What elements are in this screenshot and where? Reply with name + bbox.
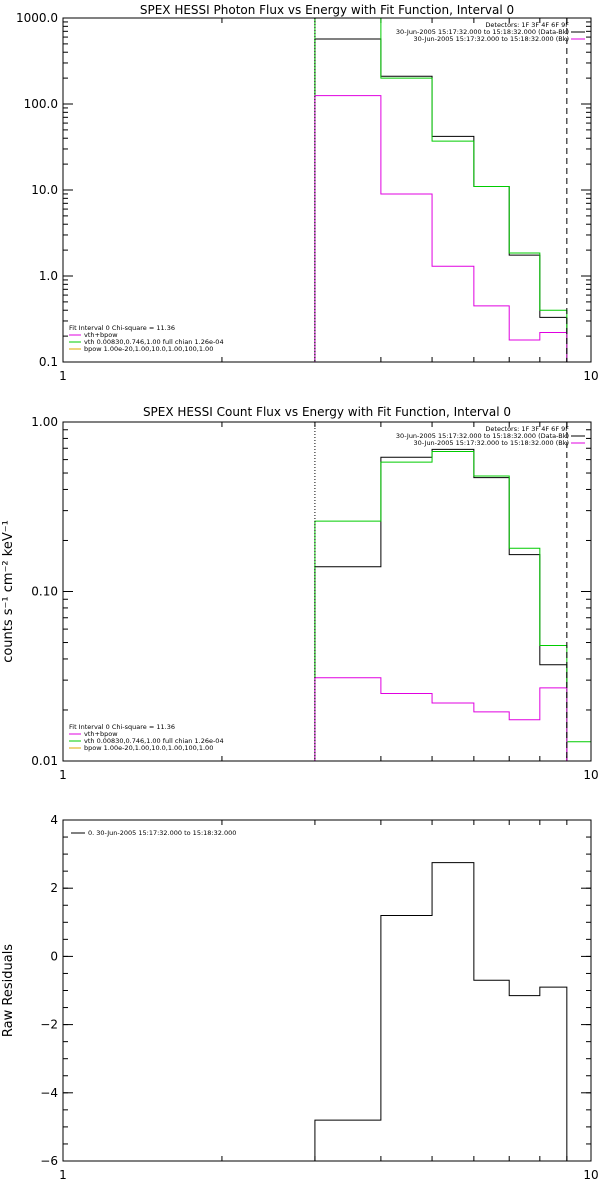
plot-area bbox=[314, 18, 568, 362]
x-tick-label: 10 bbox=[583, 768, 598, 782]
plot-area bbox=[314, 448, 591, 761]
x-tick-label: 1 bbox=[59, 369, 67, 383]
series-line-3 bbox=[314, 677, 568, 761]
legend-entry-label: vth 0.00830,0.746,1.00 full chian 1.26e-… bbox=[84, 737, 224, 745]
legend-header: Detectors: 1F 3F 4F 6F 9F bbox=[485, 425, 569, 433]
legend-header: Fit Interval 0 Chi-square = 11.36 bbox=[69, 324, 175, 332]
y-tick-label: 2 bbox=[50, 881, 58, 895]
legend-entry-label: bpow 1.00e-20,1.00,10.0,1.00,100,1.00 bbox=[84, 744, 213, 752]
series-line-2 bbox=[314, 450, 591, 761]
plot-frame bbox=[62, 819, 592, 1162]
y-tick-label: 10.0 bbox=[31, 183, 58, 197]
legend-header: Fit Interval 0 Chi-square = 11.36 bbox=[69, 723, 175, 731]
y-tick-label: 0 bbox=[50, 949, 58, 963]
x-tick-label: 10 bbox=[583, 369, 598, 383]
x-tick-label: 1 bbox=[59, 768, 67, 782]
legend-entry-label: vth+bpow bbox=[84, 331, 118, 339]
legend-entry-label: 30-Jun-2005 15:17:32.000 to 15:18:32.000… bbox=[396, 432, 569, 440]
y-tick-label: 1.00 bbox=[31, 415, 58, 429]
y-tick-label: 0.01 bbox=[31, 754, 58, 768]
series-line-1 bbox=[314, 448, 568, 761]
y-tick-label: −4 bbox=[40, 1086, 58, 1100]
legend-entry-label: vth 0.00830,0.746,1.00 full chian 1.26e-… bbox=[84, 338, 224, 346]
legend-entry-label: 30-Jun-2005 15:17:32.000 to 15:18:32.000… bbox=[396, 28, 569, 36]
y-tick-label: 100.0 bbox=[24, 97, 58, 111]
y-tick-label: 0.1 bbox=[39, 355, 58, 369]
plot-area bbox=[314, 862, 568, 1161]
y-tick-label: −6 bbox=[40, 1154, 58, 1168]
chart-panel-3: Raw Residuals 1 10 −6 −4 −2 0 2 4 0. 30-Jun-2005 … bbox=[1, 813, 599, 1182]
chart-panel-1: SPEX HESSI Photon Flux vs Energy with Fi… bbox=[16, 3, 599, 383]
legend-entry-label: 30-Jun-2005 15:17:32.000 to 15:18:32.000… bbox=[414, 35, 569, 43]
chart-title: SPEX HESSI Photon Flux vs Energy with Fi… bbox=[140, 3, 514, 17]
legend-entry-label: 0. 30-Jun-2005 15:17:32.000 to 15:18:32.… bbox=[88, 829, 236, 837]
y-tick-label: 1000.0 bbox=[16, 11, 58, 25]
series-line-3 bbox=[314, 95, 568, 362]
y-tick-label: 0.10 bbox=[31, 585, 58, 599]
y-axis-label: Raw Residuals bbox=[1, 944, 16, 1037]
plot-frame bbox=[62, 17, 592, 363]
x-tick-label: 1 bbox=[59, 1168, 67, 1182]
series-line-2 bbox=[314, 18, 568, 362]
chart-title: SPEX HESSI Count Flux vs Energy with Fit… bbox=[143, 405, 511, 419]
series-line-1 bbox=[314, 38, 568, 362]
legend-header: Detectors: 1F 3F 4F 6F 9F bbox=[485, 21, 569, 29]
plot-frame bbox=[62, 421, 592, 762]
x-tick-label: 10 bbox=[583, 1168, 598, 1182]
y-axis-label: counts s⁻¹ cm⁻² keV⁻¹ bbox=[1, 520, 16, 663]
y-tick-label: 4 bbox=[50, 813, 58, 827]
chart-panel-2: SPEX HESSI Count Flux vs Energy with Fit… bbox=[1, 405, 599, 782]
y-tick-label: 1.0 bbox=[39, 269, 58, 283]
series-line-1 bbox=[314, 862, 568, 1161]
y-tick-label: −2 bbox=[40, 1018, 58, 1032]
legend-entry-label: 30-Jun-2005 15:17:32.000 to 15:18:32.000… bbox=[414, 439, 569, 447]
legend-entry-label: vth+bpow bbox=[84, 730, 118, 738]
legend-entry-label: bpow 1.00e-20,1.00,10.0,1.00,100,1.00 bbox=[84, 345, 213, 353]
